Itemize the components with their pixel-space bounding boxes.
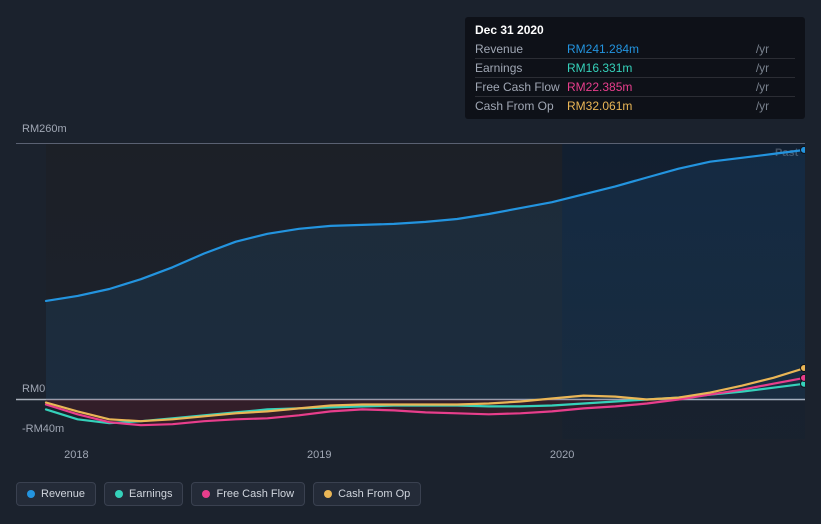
- series-end-marker-icon: [801, 146, 806, 153]
- tooltip-row-label: Free Cash Flow: [475, 78, 567, 97]
- series-end-marker-icon: [801, 364, 806, 371]
- chart-tooltip: Dec 31 2020 RevenueRM241.284m/yrEarnings…: [465, 17, 805, 119]
- tooltip-row-unit: /yr: [753, 40, 795, 59]
- tooltip-row-label: Revenue: [475, 40, 567, 59]
- tooltip-row-value: RM241.284m: [567, 40, 753, 59]
- chart-legend: Revenue Earnings Free Cash Flow Cash From O…: [16, 482, 421, 506]
- x-axis-label: 2020: [550, 449, 574, 461]
- tooltip-row-value: RM22.385m: [567, 78, 753, 97]
- legend-item[interactable]: Cash From Op: [313, 482, 421, 506]
- legend-item[interactable]: Free Cash Flow: [191, 482, 305, 506]
- legend-dot-icon: [27, 490, 35, 498]
- legend-item[interactable]: Revenue: [16, 482, 96, 506]
- y-axis-label: RM260m: [22, 123, 67, 135]
- legend-dot-icon: [324, 490, 332, 498]
- tooltip-row: Cash From OpRM32.061m/yr: [475, 97, 795, 116]
- legend-dot-icon: [202, 490, 210, 498]
- tooltip-row-unit: /yr: [753, 97, 795, 116]
- x-axis-label: 2018: [64, 449, 88, 461]
- tooltip-row-label: Cash From Op: [475, 97, 567, 116]
- legend-item-label: Earnings: [129, 488, 172, 500]
- tooltip-row-label: Earnings: [475, 59, 567, 78]
- tooltip-table: RevenueRM241.284m/yrEarningsRM16.331m/yr…: [475, 40, 795, 115]
- financials-chart: [16, 143, 805, 439]
- tooltip-title: Dec 31 2020: [475, 23, 795, 37]
- tooltip-row-unit: /yr: [753, 59, 795, 78]
- tooltip-row: RevenueRM241.284m/yr: [475, 40, 795, 59]
- legend-item-label: Free Cash Flow: [216, 488, 294, 500]
- legend-item[interactable]: Earnings: [104, 482, 183, 506]
- legend-item-label: Revenue: [41, 488, 85, 500]
- series-end-marker-icon: [801, 374, 806, 381]
- tooltip-row-unit: /yr: [753, 78, 795, 97]
- legend-dot-icon: [115, 490, 123, 498]
- x-axis-label: 2019: [307, 449, 331, 461]
- tooltip-row: EarningsRM16.331m/yr: [475, 59, 795, 78]
- tooltip-row-value: RM32.061m: [567, 97, 753, 116]
- legend-item-label: Cash From Op: [338, 488, 410, 500]
- tooltip-row: Free Cash FlowRM22.385m/yr: [475, 78, 795, 97]
- tooltip-row-value: RM16.331m: [567, 59, 753, 78]
